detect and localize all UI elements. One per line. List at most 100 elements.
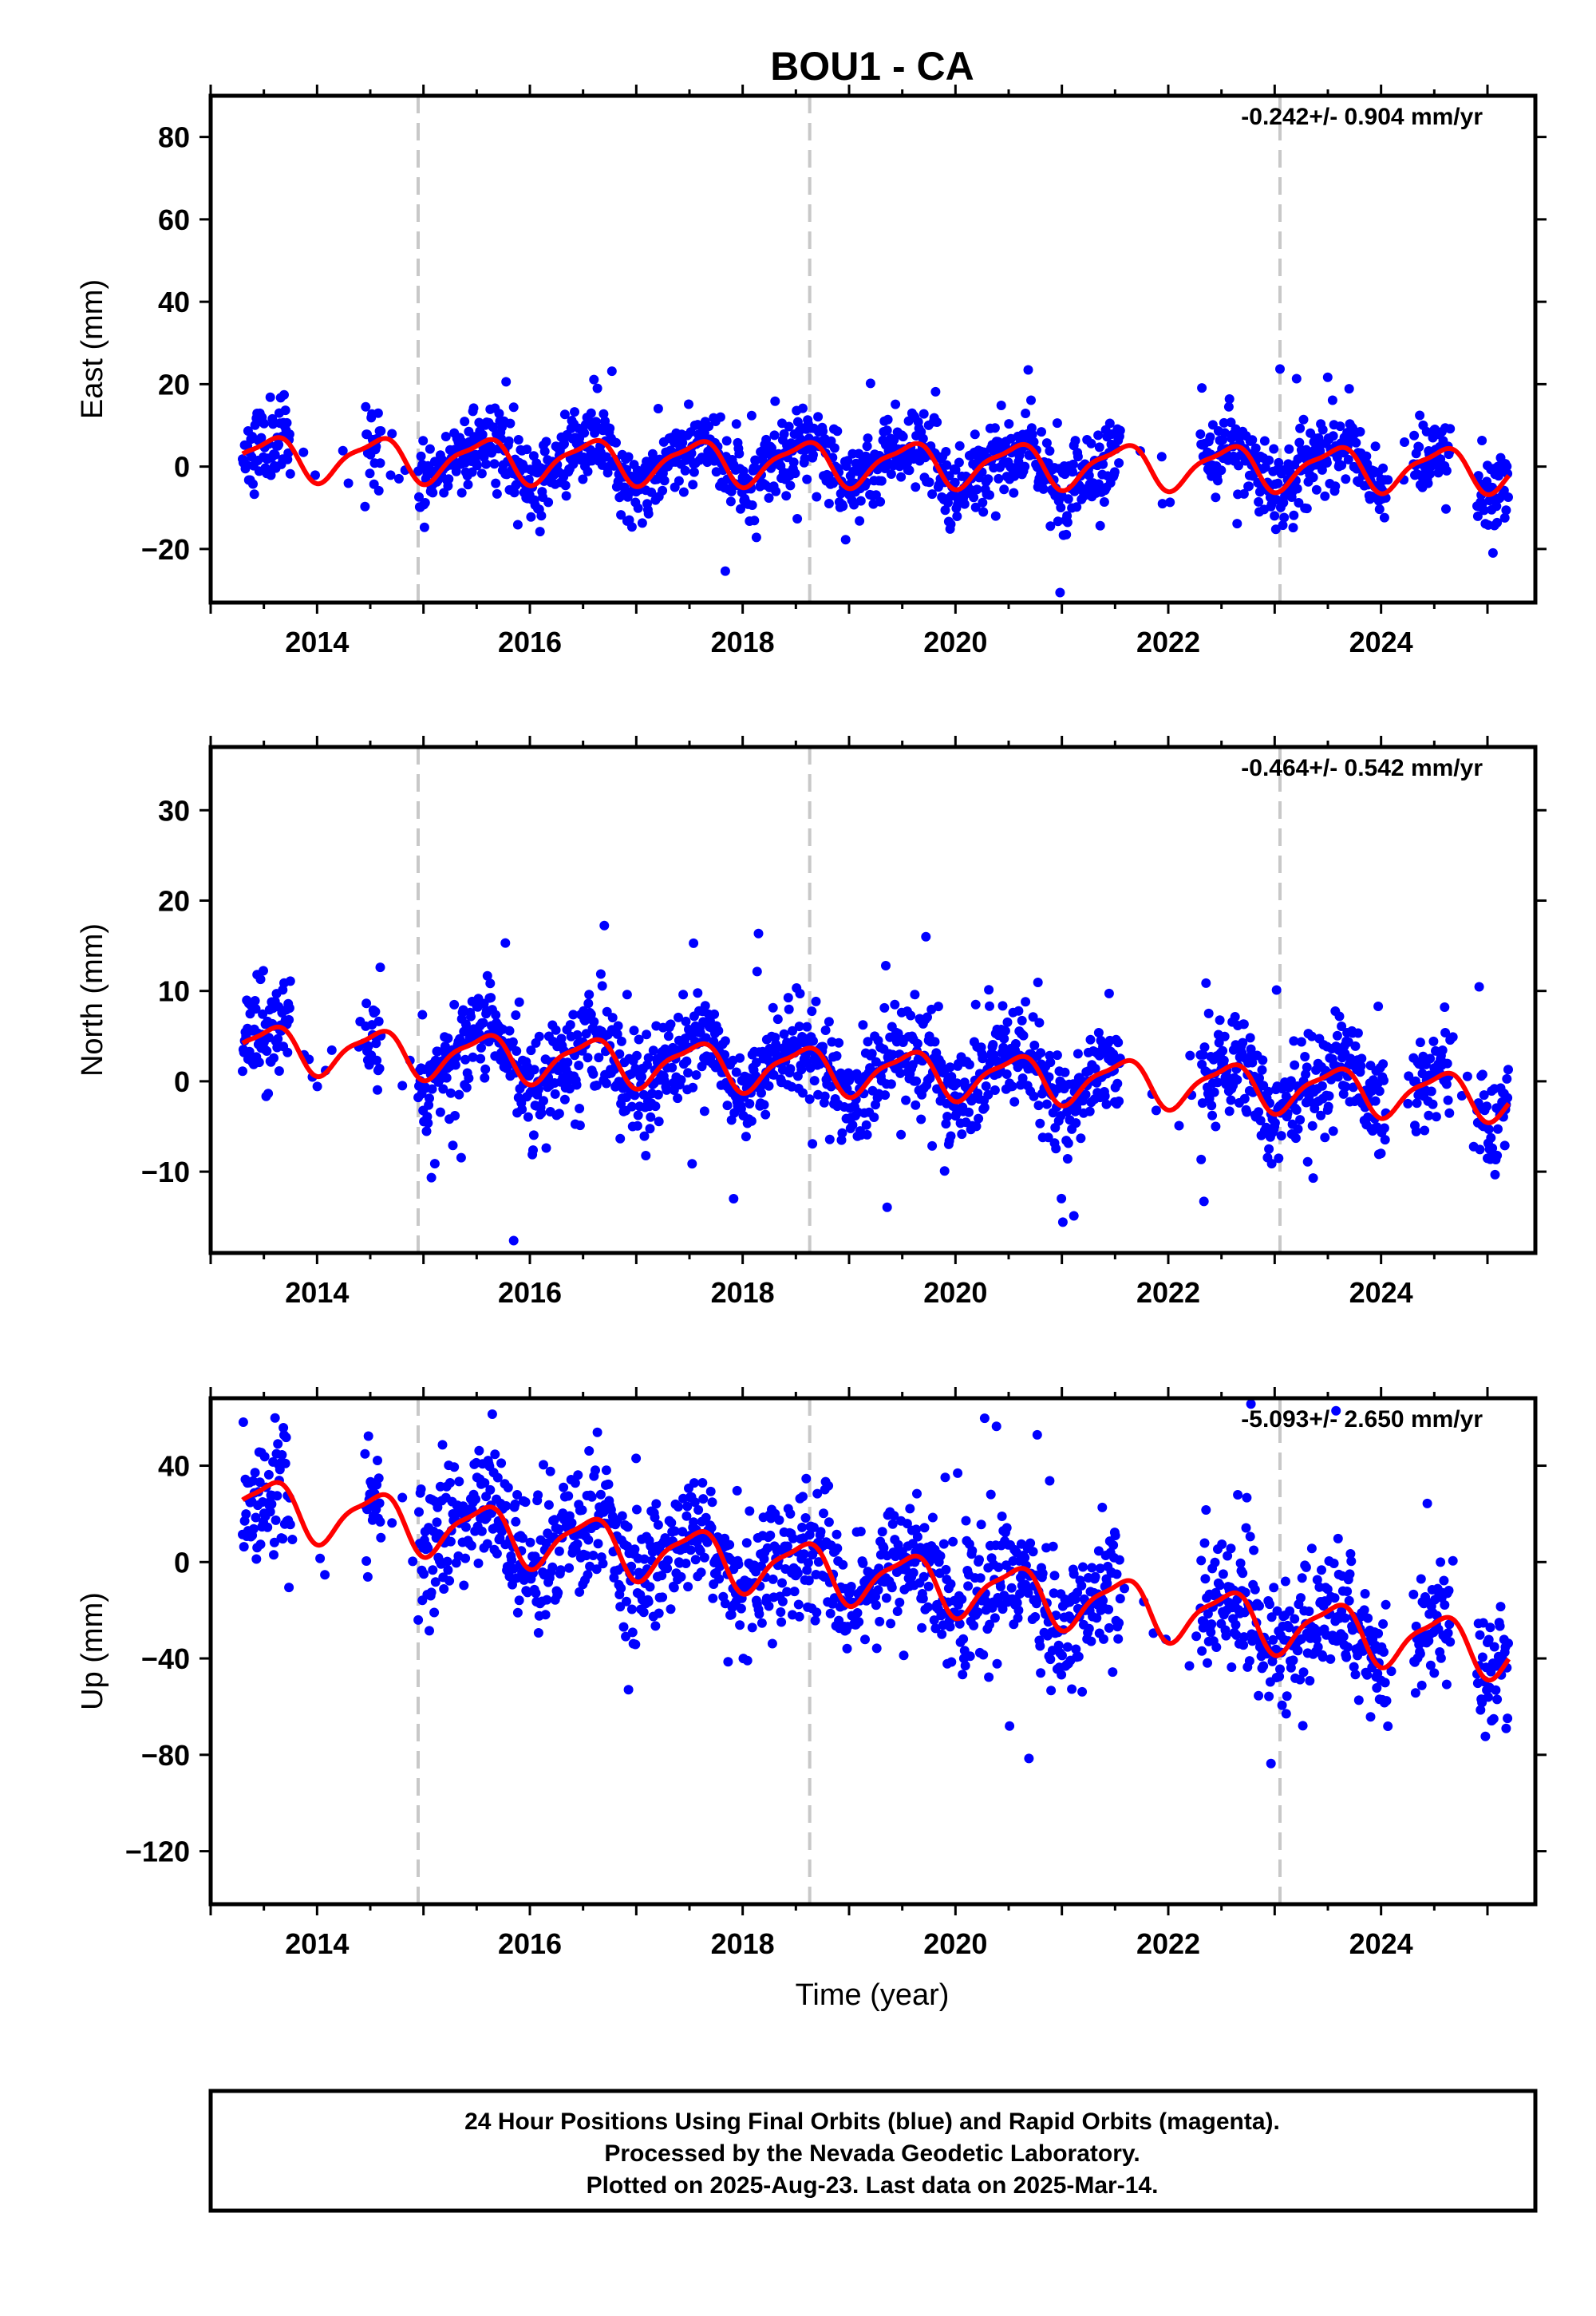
- data-point: [1350, 1041, 1361, 1051]
- data-point: [858, 1020, 868, 1030]
- data-point: [997, 1512, 1007, 1521]
- data-point: [481, 459, 492, 469]
- data-point: [808, 449, 818, 460]
- data-point: [985, 1619, 994, 1630]
- data-point: [1029, 437, 1039, 447]
- data-point: [1025, 1538, 1036, 1548]
- data-point: [1112, 1078, 1123, 1089]
- data-point: [794, 1022, 804, 1032]
- data-point: [1071, 1118, 1081, 1128]
- data-point: [1249, 1545, 1259, 1555]
- data-point: [287, 1535, 298, 1544]
- data-point: [1280, 1576, 1290, 1587]
- y-tick-label: 0: [174, 1065, 190, 1098]
- plot-frame: [208, 745, 1538, 1255]
- data-point: [1476, 1705, 1486, 1715]
- data-point: [932, 417, 942, 427]
- data-point: [1232, 1075, 1242, 1085]
- data-point: [1289, 1036, 1299, 1046]
- data-point: [485, 978, 496, 989]
- data-point: [338, 445, 348, 456]
- data-point: [1205, 432, 1215, 442]
- data-point: [918, 1594, 928, 1604]
- data-point: [540, 1610, 551, 1620]
- y-axis-label: East (mm): [76, 279, 109, 419]
- x-tick-label: 2018: [711, 1276, 775, 1309]
- data-point: [742, 1655, 753, 1666]
- data-point: [450, 1111, 460, 1120]
- data-point: [1001, 1069, 1012, 1079]
- data-point: [974, 1113, 984, 1124]
- data-point: [448, 1140, 458, 1151]
- data-point: [508, 402, 519, 413]
- data-point: [1431, 1112, 1441, 1122]
- data-point: [880, 1090, 891, 1101]
- data-point: [1034, 1018, 1045, 1028]
- data-point: [653, 1520, 663, 1530]
- data-point: [707, 1497, 717, 1508]
- data-point: [890, 999, 900, 1010]
- data-point: [241, 1509, 251, 1520]
- data-point: [376, 1532, 386, 1543]
- data-point: [418, 436, 429, 446]
- plot-frame: [208, 93, 1538, 605]
- data-point: [912, 1488, 922, 1499]
- data-point: [1502, 1073, 1512, 1084]
- data-point: [1151, 1105, 1161, 1116]
- data-point: [1104, 1604, 1114, 1614]
- data-point: [1076, 1133, 1086, 1144]
- data-point: [533, 1628, 543, 1638]
- data-point: [1293, 1646, 1303, 1656]
- data-point: [1112, 1569, 1122, 1579]
- data-point: [818, 1041, 828, 1052]
- data-point: [948, 1536, 958, 1547]
- data-point: [285, 468, 295, 479]
- y-tick-label: 60: [158, 204, 190, 236]
- data-point: [1104, 988, 1114, 998]
- data-point: [747, 500, 757, 510]
- data-point: [454, 1476, 464, 1487]
- data-point: [907, 1539, 918, 1549]
- data-point: [373, 485, 384, 496]
- data-point: [1184, 1661, 1195, 1671]
- data-point: [1245, 1531, 1255, 1542]
- data-point: [709, 1009, 720, 1019]
- y-tick-label: 80: [158, 121, 190, 154]
- data-point: [858, 1558, 868, 1568]
- data-point: [843, 456, 853, 466]
- data-point: [373, 408, 383, 418]
- data-point: [1250, 443, 1261, 453]
- data-point: [798, 1492, 808, 1502]
- data-point: [689, 938, 699, 948]
- data-point: [501, 1501, 512, 1511]
- data-point: [616, 1036, 626, 1046]
- data-point: [591, 1081, 602, 1090]
- data-point: [824, 1017, 834, 1027]
- data-point: [554, 1524, 564, 1535]
- data-point: [482, 1539, 492, 1549]
- data-point: [543, 497, 554, 508]
- data-point: [282, 1047, 293, 1057]
- data-point: [670, 1526, 680, 1536]
- data-point: [1115, 1594, 1125, 1604]
- data-point: [940, 1472, 950, 1483]
- data-point: [435, 1107, 445, 1117]
- data-point: [575, 1587, 585, 1597]
- data-point: [1006, 1583, 1017, 1593]
- data-point: [633, 503, 643, 513]
- data-point: [975, 1573, 986, 1583]
- data-point: [1000, 1026, 1010, 1036]
- data-point: [990, 1085, 1000, 1095]
- data-point: [1045, 521, 1056, 532]
- data-point: [1412, 1098, 1422, 1109]
- data-point: [490, 1449, 500, 1460]
- data-point: [1295, 423, 1306, 433]
- data-point: [1048, 1541, 1058, 1551]
- data-point: [279, 389, 289, 400]
- data-point: [598, 409, 609, 419]
- data-point: [1346, 1556, 1357, 1567]
- data-point: [543, 1500, 554, 1510]
- data-point: [274, 440, 284, 450]
- data-point: [1297, 1573, 1307, 1583]
- data-point: [1491, 501, 1502, 512]
